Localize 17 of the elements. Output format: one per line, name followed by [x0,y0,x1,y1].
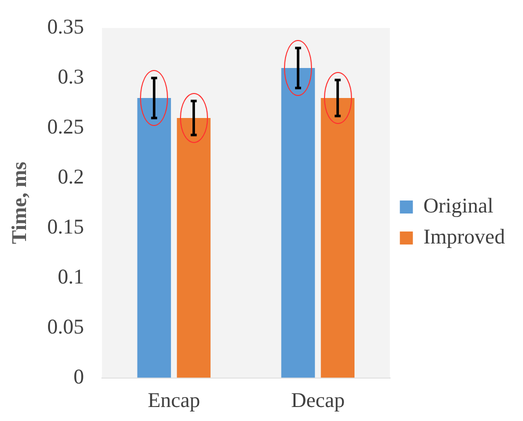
y-tick-label: 0.3 [58,64,84,88]
y-tick-label: 0.15 [47,214,84,238]
y-tick-label: 0 [73,364,84,388]
bar [281,68,315,378]
y-tick-label: 0.25 [47,114,84,138]
bar [176,118,211,378]
y-tick-label: 0.35 [47,14,84,39]
x-tick-label: Encap [148,388,200,412]
legend-label: Original [423,194,494,218]
bar [137,98,171,378]
y-tick-label: 0.1 [58,264,84,288]
y-tick-label: 0.05 [47,314,84,338]
legend-label: Improved [423,224,506,249]
bar [320,98,354,378]
y-tick-label: 0.2 [58,164,84,188]
y-axis-title: Time, ms [7,162,32,244]
x-tick-label: Decap [291,388,345,412]
